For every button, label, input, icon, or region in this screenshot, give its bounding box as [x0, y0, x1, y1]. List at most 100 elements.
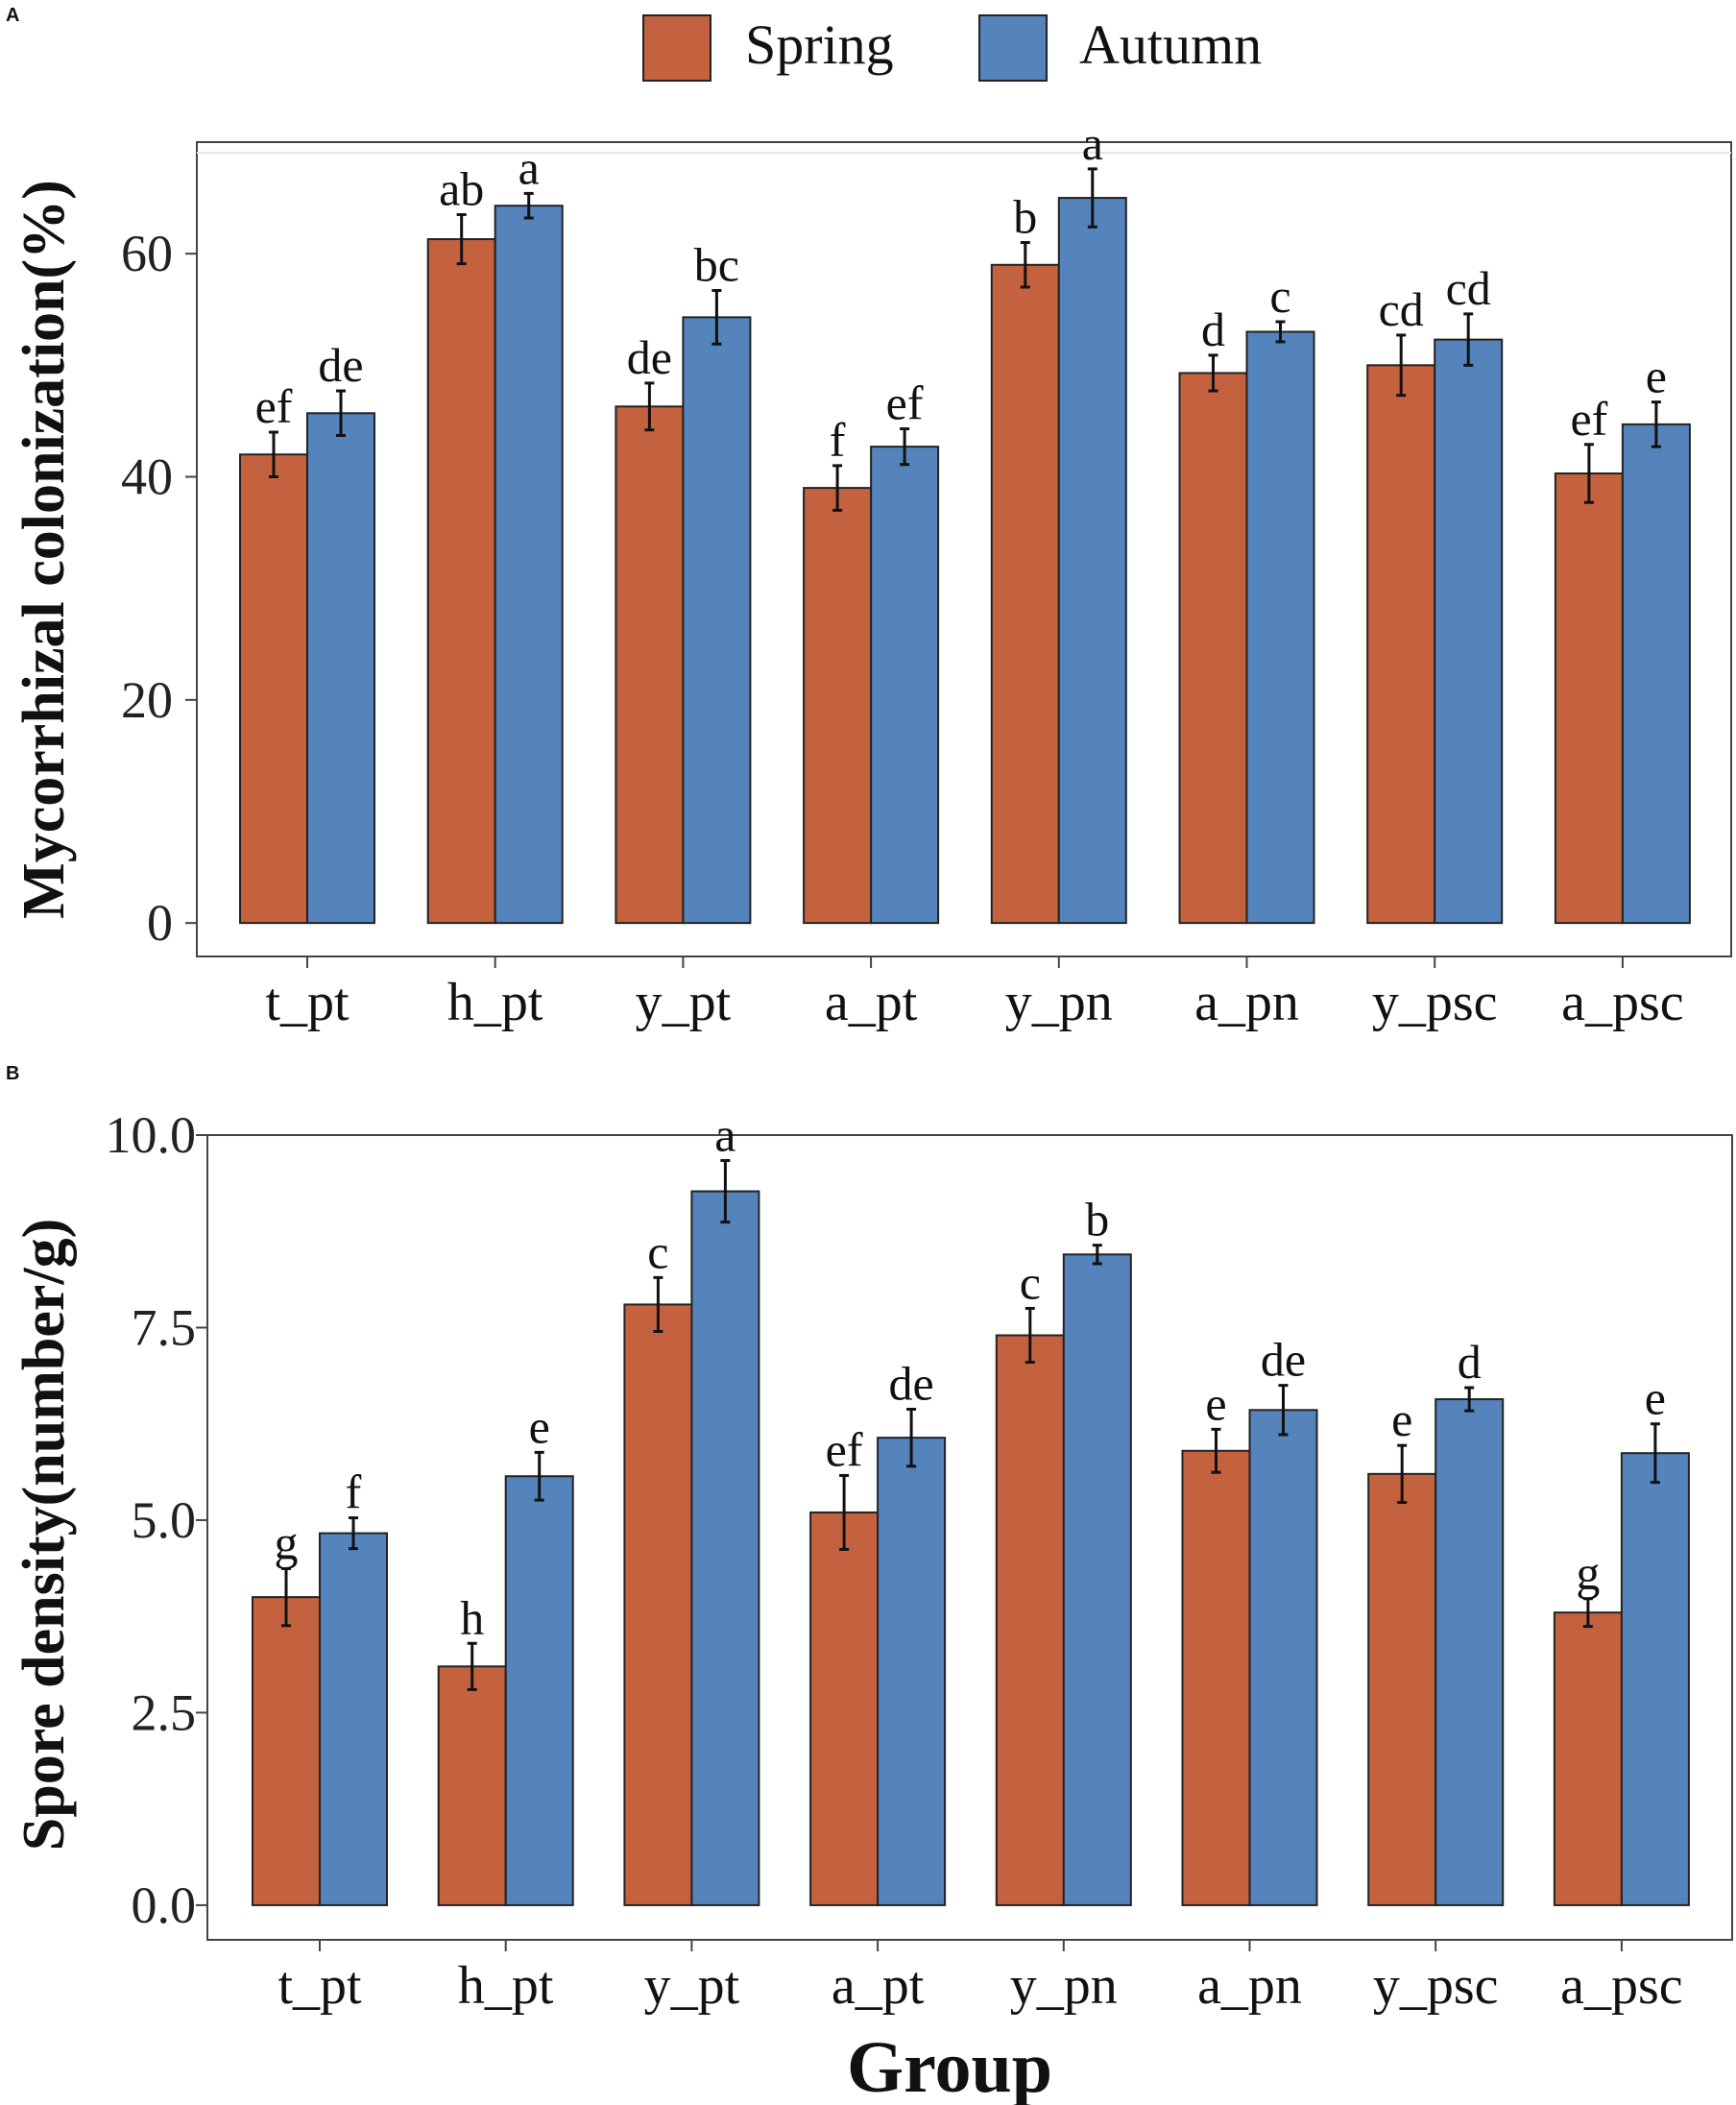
- panel-b-label: B: [6, 1063, 19, 1084]
- panel-a-significance-letter: e: [1646, 350, 1667, 403]
- panel-b-x-tick-label: y_psc: [1373, 1956, 1499, 2016]
- panel-b-bar-autumn-a-pt: [877, 1437, 947, 1906]
- panel-a-significance-letter: ef: [255, 379, 293, 433]
- panel-a-x-tick-label: a_pn: [1194, 973, 1299, 1032]
- panel-b-x-tick-label: y_pn: [1010, 1956, 1118, 2016]
- panel-a-significance-letter: cd: [1379, 282, 1424, 336]
- panel-b-significance-letter: a: [714, 1107, 735, 1161]
- panel-b-bar-autumn-a-psc: [1620, 1452, 1690, 1906]
- panel-a-significance-letter: ef: [1570, 392, 1607, 446]
- panel-b: B Spore density(number/g) 0.0 2.5 5.0 7.5 10…: [6, 1063, 1733, 2016]
- panel-b-x-tick-label: h_pt: [458, 1956, 554, 2016]
- panel-a-bar-autumn-y-pn: [1057, 197, 1127, 925]
- panel-b-significance-letter: e: [1645, 1371, 1666, 1425]
- panel-a-significance-letter: b: [1013, 190, 1037, 244]
- panel-b-y-tick-label: 0.0: [132, 1876, 197, 1934]
- panel-b-y-ticks: 0.0 2.5 5.0 7.5 10.0: [106, 1106, 207, 1934]
- panel-a-x-tick-label: y_psc: [1372, 973, 1498, 1032]
- panel-b-significance-letter: c: [647, 1224, 668, 1278]
- panel-b-bar-spring-h-pt: [437, 1665, 507, 1906]
- panel-a-y-ticks: 0 20 40 60: [121, 225, 197, 952]
- panel-b-significance-letter: c: [1020, 1255, 1041, 1309]
- panel-b-significance-letter: e: [529, 1399, 550, 1453]
- panel-a-significance-letter: cd: [1446, 261, 1491, 315]
- panel-b-bar-autumn-a-pn: [1248, 1409, 1318, 1906]
- panel-a-significance-letter: ab: [439, 162, 484, 216]
- panel-b-bar-spring-y-psc: [1367, 1472, 1437, 1906]
- panel-a-label: A: [6, 5, 19, 26]
- panel-a-bar-autumn-y-psc: [1434, 338, 1504, 925]
- panel-a-significance-letter: de: [627, 330, 672, 384]
- panel-a-significance-letter: ef: [886, 376, 924, 430]
- panel-a-x-tick-label: h_pt: [447, 973, 543, 1032]
- panel-b-x-tick-label: y_pt: [644, 1956, 740, 2016]
- x-axis-title: Group: [847, 2027, 1052, 2105]
- panel-a-bar-spring-h-pt: [426, 238, 496, 925]
- panel-a-bar-spring-y-psc: [1366, 364, 1436, 925]
- panel-a-significance-letter: d: [1201, 302, 1225, 356]
- panel-b-significance-letter: f: [346, 1465, 362, 1519]
- panel-b-x-tick-label: a_pt: [832, 1956, 925, 2016]
- panel-b-y-tick-label: 10.0: [106, 1106, 197, 1164]
- panel-a-significance-letter: de: [318, 338, 363, 392]
- panel-b-x-tick-label: a_pn: [1197, 1956, 1302, 2016]
- legend: Spring Autumn: [642, 13, 1262, 82]
- panel-a-significance-letter: a: [518, 140, 540, 194]
- panel-b-bar-spring-a-pn: [1181, 1449, 1251, 1906]
- panel-b-significance-letter: ef: [826, 1422, 863, 1476]
- panel-a-x-tick-label: t_pt: [265, 973, 350, 1032]
- panel-b-significance-letter: b: [1085, 1193, 1109, 1246]
- panel-a-y-tick-label: 0: [147, 894, 173, 952]
- panel-a-bar-autumn-y-pt: [682, 316, 752, 925]
- panel-b-bar-autumn-y-pt: [690, 1190, 760, 1906]
- panel-b-significance-letter: d: [1458, 1335, 1482, 1389]
- panel-b-bar-spring-a-psc: [1553, 1611, 1623, 1906]
- panel-a-bar-autumn-a-psc: [1621, 423, 1691, 925]
- legend-swatch-autumn: [978, 14, 1048, 82]
- panel-a-x-tick-label: y_pt: [636, 973, 732, 1032]
- panel-a-significance-letter: a: [1082, 116, 1103, 170]
- panel-a-bar-autumn-a-pt: [870, 446, 940, 925]
- panel-b-significance-letter: de: [888, 1356, 933, 1410]
- legend-label-autumn: Autumn: [1079, 13, 1262, 76]
- panel-a-y-tick-label: 40: [121, 448, 173, 505]
- panel-b-y-axis-title: Spore density(number/g): [12, 1219, 77, 1851]
- panel-b-bar-spring-y-pn: [995, 1334, 1065, 1906]
- panel-b-x-ticks: t_pt h_pt y_pt a_pt y_pn a_pn y_psc a_psc: [277, 1940, 1683, 2016]
- panel-b-bar-spring-y-pt: [623, 1303, 693, 1906]
- panel-a-x-tick-label: y_pn: [1005, 973, 1113, 1032]
- panel-a-bar-spring-y-pn: [990, 263, 1060, 925]
- legend-label-spring: Spring: [745, 13, 894, 76]
- panel-a-bar-spring-a-psc: [1554, 472, 1624, 925]
- panel-a-bar-autumn-h-pt: [494, 205, 564, 925]
- panel-a-bar-spring-a-pt: [803, 487, 873, 925]
- panel-a-x-tick-label: a_psc: [1561, 973, 1684, 1032]
- panel-a-bar-spring-a-pn: [1178, 372, 1248, 925]
- panel-a-bar-autumn-t-pt: [306, 412, 375, 925]
- panel-a-significance-letter: bc: [694, 237, 739, 291]
- panel-a-significance-letter: c: [1269, 269, 1290, 323]
- panel-b-bar-autumn-t-pt: [319, 1532, 388, 1906]
- panel-b-significance-letter: h: [460, 1590, 484, 1644]
- panel-b-x-tick-label: a_psc: [1560, 1956, 1683, 2016]
- panel-a-x-ticks: t_pt h_pt y_pt a_pt y_pn a_pn y_psc a_psc: [265, 956, 1684, 1032]
- panel-b-frame: [206, 1134, 1733, 1941]
- panel-a-frame: [196, 141, 1732, 957]
- panel-b-y-tick-label: 7.5: [132, 1298, 197, 1356]
- panel-a-significance-letter: f: [830, 413, 846, 467]
- panel-b-significance-letter: g: [1576, 1546, 1600, 1600]
- panel-a-x-tick-label: a_pt: [825, 973, 918, 1032]
- panel-a-bar-autumn-a-pn: [1245, 330, 1315, 925]
- panel-b-bar-autumn-y-psc: [1435, 1398, 1505, 1906]
- panel-b-y-tick-label: 5.0: [132, 1491, 197, 1549]
- panel-a-bar-spring-t-pt: [239, 453, 308, 925]
- panel-b-significance-letter: g: [275, 1515, 299, 1569]
- panel-b-x-tick-label: t_pt: [277, 1956, 362, 2016]
- panel-b-bar-autumn-y-pn: [1062, 1253, 1132, 1906]
- panel-a-y-tick-label: 60: [121, 225, 173, 282]
- panel-b-y-tick-label: 2.5: [132, 1683, 197, 1741]
